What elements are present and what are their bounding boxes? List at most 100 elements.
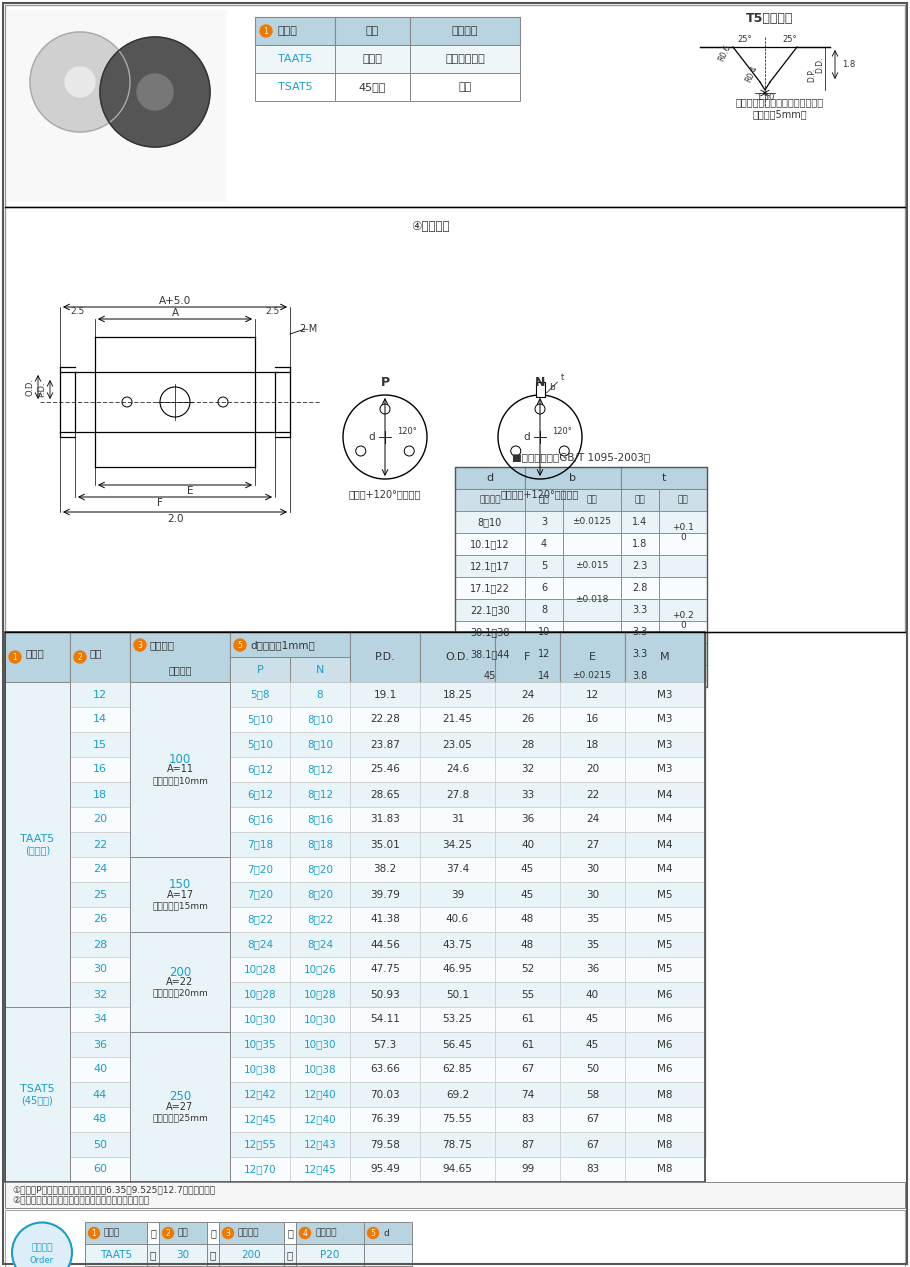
Text: M8: M8 xyxy=(657,1090,672,1100)
Text: 34: 34 xyxy=(93,1015,107,1025)
Bar xyxy=(70,1007,130,1033)
Bar xyxy=(625,957,705,982)
Bar xyxy=(455,489,525,511)
Text: D.D.: D.D. xyxy=(815,57,824,73)
Text: 16: 16 xyxy=(586,715,599,725)
Bar xyxy=(5,632,705,1157)
Bar xyxy=(5,1007,70,1033)
Bar xyxy=(290,1107,350,1131)
Bar xyxy=(130,682,230,856)
Text: 18: 18 xyxy=(93,789,107,799)
Text: 1: 1 xyxy=(264,27,268,35)
Text: 12: 12 xyxy=(93,689,107,699)
Bar xyxy=(420,632,495,682)
Text: 寬度代碼: 寬度代碼 xyxy=(238,1229,259,1238)
Bar xyxy=(420,807,495,832)
Text: 24: 24 xyxy=(586,815,599,825)
Bar xyxy=(495,982,560,1007)
Text: 1: 1 xyxy=(13,653,17,661)
Text: 55: 55 xyxy=(521,990,534,1000)
Bar xyxy=(350,957,420,982)
Text: M3: M3 xyxy=(657,715,672,725)
Bar xyxy=(159,1244,207,1266)
Text: 0: 0 xyxy=(680,533,686,542)
Text: 100: 100 xyxy=(169,753,191,767)
Text: 5～10: 5～10 xyxy=(247,740,273,750)
Bar xyxy=(495,682,560,707)
Bar xyxy=(560,882,625,907)
Text: 14: 14 xyxy=(538,672,551,680)
Text: 2.5: 2.5 xyxy=(70,308,85,317)
Text: 發黑: 發黑 xyxy=(459,82,471,92)
Text: 36: 36 xyxy=(93,1039,107,1049)
Text: +0.2: +0.2 xyxy=(672,612,693,621)
Bar xyxy=(350,832,420,856)
Text: 41.38: 41.38 xyxy=(370,915,399,925)
Circle shape xyxy=(368,1228,379,1239)
Bar xyxy=(284,1244,296,1266)
Bar xyxy=(563,533,621,555)
Bar xyxy=(290,957,350,982)
Text: 28: 28 xyxy=(521,740,534,750)
Bar xyxy=(70,682,130,707)
Text: 40: 40 xyxy=(93,1064,107,1074)
Bar xyxy=(525,642,563,665)
Text: 15: 15 xyxy=(93,740,107,750)
Bar xyxy=(70,707,130,732)
Text: 250: 250 xyxy=(169,1091,191,1104)
Bar xyxy=(495,1057,560,1082)
Text: 79.58: 79.58 xyxy=(370,1139,399,1149)
Text: 3.3: 3.3 xyxy=(632,606,648,614)
Bar xyxy=(563,511,621,533)
Text: 12～45: 12～45 xyxy=(304,1164,337,1175)
Bar xyxy=(5,1007,70,1182)
Text: 8～10: 8～10 xyxy=(478,517,502,527)
Bar xyxy=(560,1131,625,1157)
Bar xyxy=(625,1057,705,1082)
Bar xyxy=(5,807,70,832)
Bar xyxy=(420,782,495,807)
Bar xyxy=(525,468,621,489)
Text: 37.4: 37.4 xyxy=(446,864,470,874)
Text: M8: M8 xyxy=(657,1139,672,1149)
Text: 99: 99 xyxy=(521,1164,534,1175)
Text: ±0.015: ±0.015 xyxy=(575,561,609,570)
Bar xyxy=(621,576,659,599)
Text: 47.75: 47.75 xyxy=(370,964,399,974)
Text: R0.4: R0.4 xyxy=(744,65,760,84)
Text: 25°: 25° xyxy=(738,35,753,44)
Text: 45: 45 xyxy=(521,864,534,874)
Text: 30: 30 xyxy=(177,1251,189,1259)
Text: 48: 48 xyxy=(521,940,534,949)
Text: 2.5: 2.5 xyxy=(266,308,279,317)
Text: TSAT5: TSAT5 xyxy=(278,82,312,92)
Text: 94.65: 94.65 xyxy=(442,1164,472,1175)
Text: 32: 32 xyxy=(93,990,107,1000)
Text: 32: 32 xyxy=(521,764,534,774)
Text: ④軸孔類型: ④軸孔類型 xyxy=(410,220,450,233)
Bar xyxy=(350,732,420,756)
Text: A=11: A=11 xyxy=(167,764,194,774)
Bar xyxy=(130,1033,230,1182)
Text: 54.11: 54.11 xyxy=(370,1015,399,1025)
Text: －: － xyxy=(150,1251,157,1259)
Bar xyxy=(495,907,560,933)
Text: 74: 74 xyxy=(521,1090,534,1100)
Bar xyxy=(455,533,525,555)
Bar xyxy=(560,1157,625,1182)
Bar xyxy=(230,882,290,907)
Text: 25: 25 xyxy=(93,889,107,900)
Bar xyxy=(560,1057,625,1082)
Bar xyxy=(230,933,290,957)
Text: M6: M6 xyxy=(657,990,672,1000)
Text: 39.79: 39.79 xyxy=(370,889,399,900)
Bar xyxy=(70,1157,130,1182)
Bar xyxy=(625,1082,705,1107)
Bar xyxy=(563,489,621,511)
Text: 8～20: 8～20 xyxy=(307,864,333,874)
Text: P: P xyxy=(380,376,389,389)
Text: 30.1～38: 30.1～38 xyxy=(470,627,510,637)
Text: d: d xyxy=(487,473,493,483)
Bar xyxy=(625,1007,705,1033)
Bar xyxy=(70,782,130,807)
